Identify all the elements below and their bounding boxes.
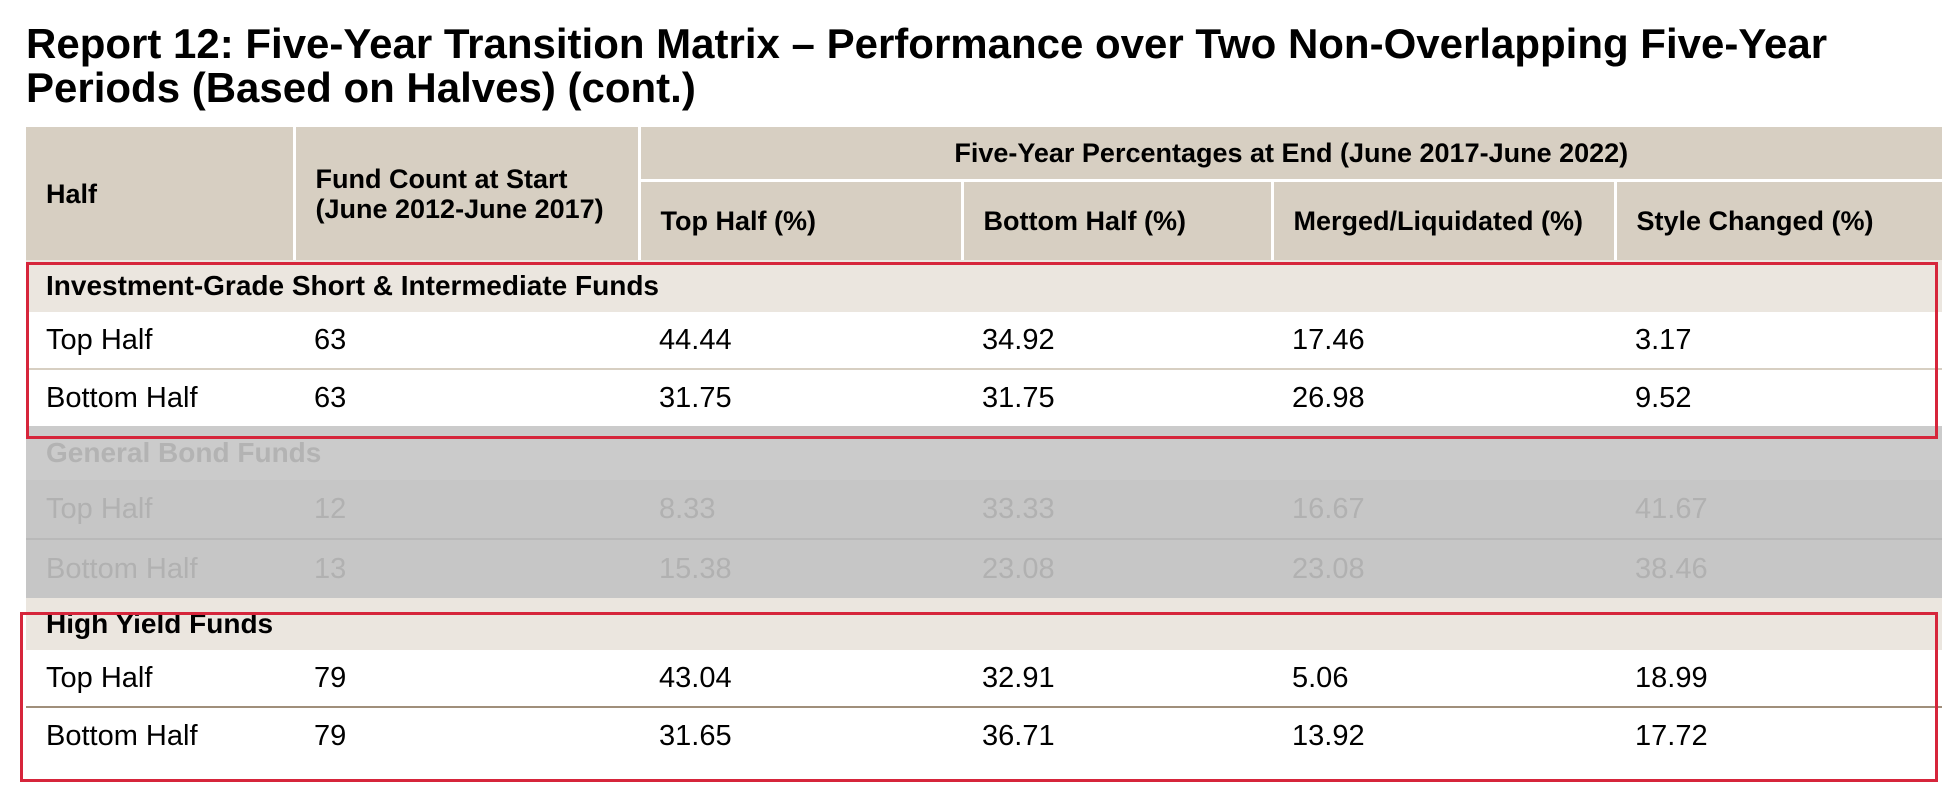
group-title: High Yield Funds xyxy=(26,598,1943,650)
group-high-yield: High Yield Funds Top Half 79 43.04 32.91… xyxy=(26,598,1943,764)
cell-style-changed: 18.99 xyxy=(1615,650,1943,707)
cell-top-half: 44.44 xyxy=(639,312,962,369)
cell-top-half: 31.65 xyxy=(639,706,962,764)
cell-half: Top Half xyxy=(26,650,294,707)
table-row: Bottom Half 63 31.75 31.75 26.98 9.52 xyxy=(26,368,1943,426)
group-title: Investment-Grade Short & Intermediate Fu… xyxy=(26,260,1943,312)
cell-bottom-half: 34.92 xyxy=(962,312,1272,369)
cell-bottom-half: 31.75 xyxy=(962,368,1272,426)
cell-bottom-half: 23.08 xyxy=(962,538,1272,598)
cell-top-half: 31.75 xyxy=(639,368,962,426)
group-investment-grade: Investment-Grade Short & Intermediate Fu… xyxy=(26,260,1943,426)
table-row: Top Half 79 43.04 32.91 5.06 18.99 xyxy=(26,650,1943,707)
cell-fund-count: 63 xyxy=(294,312,639,369)
group-title: General Bond Funds xyxy=(26,426,1943,480)
cell-style-changed: 38.46 xyxy=(1615,538,1943,598)
table-row: Top Half 12 8.33 33.33 16.67 41.67 xyxy=(26,480,1943,539)
cell-bottom-half: 33.33 xyxy=(962,480,1272,539)
table-row: Bottom Half 13 15.38 23.08 23.08 38.46 xyxy=(26,538,1943,598)
cell-merged: 13.92 xyxy=(1272,706,1615,764)
transition-matrix-table: Half Fund Count at Start (June 2012-June… xyxy=(26,127,1943,764)
table-row: Bottom Half 79 31.65 36.71 13.92 17.72 xyxy=(26,706,1943,764)
cell-merged: 26.98 xyxy=(1272,368,1615,426)
cell-style-changed: 9.52 xyxy=(1615,368,1943,426)
report-title: Report 12: Five-Year Transition Matrix –… xyxy=(26,20,1828,111)
cell-half: Top Half xyxy=(26,480,294,539)
cell-merged: 23.08 xyxy=(1272,538,1615,598)
header-style-changed: Style Changed (%) xyxy=(1613,180,1943,260)
group-general-bond: General Bond Funds Top Half 12 8.33 33.3… xyxy=(26,426,1943,598)
cell-half: Bottom Half xyxy=(26,538,294,598)
cell-bottom-half: 32.91 xyxy=(962,650,1272,707)
table-row: Top Half 63 44.44 34.92 17.46 3.17 xyxy=(26,312,1943,369)
header-top-half: Top Half (%) xyxy=(637,180,962,260)
cell-half: Bottom Half xyxy=(26,706,294,764)
cell-fund-count: 63 xyxy=(294,368,639,426)
cell-fund-count: 79 xyxy=(294,706,639,764)
cell-top-half: 8.33 xyxy=(639,480,962,539)
cell-half: Bottom Half xyxy=(26,368,294,426)
cell-merged: 5.06 xyxy=(1272,650,1615,707)
cell-fund-count: 12 xyxy=(294,480,639,539)
cell-bottom-half: 36.71 xyxy=(962,706,1272,764)
header-five-year-percentages: Five-Year Percentages at End (June 2017-… xyxy=(637,127,1943,182)
cell-style-changed: 3.17 xyxy=(1615,312,1943,369)
cell-top-half: 15.38 xyxy=(639,538,962,598)
cell-top-half: 43.04 xyxy=(639,650,962,707)
table-header: Half Fund Count at Start (June 2012-June… xyxy=(26,127,1943,260)
cell-style-changed: 41.67 xyxy=(1615,480,1943,539)
cell-fund-count: 79 xyxy=(294,650,639,707)
header-fund-count: Fund Count at Start (June 2012-June 2017… xyxy=(292,127,639,260)
cell-merged: 16.67 xyxy=(1272,480,1615,539)
cell-half: Top Half xyxy=(26,312,294,369)
header-bottom-half: Bottom Half (%) xyxy=(960,180,1272,260)
cell-fund-count: 13 xyxy=(294,538,639,598)
cell-style-changed: 17.72 xyxy=(1615,706,1943,764)
header-half: Half xyxy=(26,127,294,260)
cell-merged: 17.46 xyxy=(1272,312,1615,369)
header-merged-liquidated: Merged/Liquidated (%) xyxy=(1270,180,1615,260)
